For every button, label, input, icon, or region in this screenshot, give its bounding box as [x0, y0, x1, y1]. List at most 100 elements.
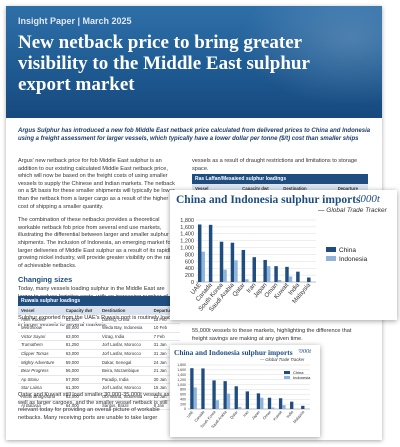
y-tick-label: 600	[185, 259, 194, 265]
y-tick-label: 400	[185, 266, 194, 272]
y-tick-label: 1,000	[180, 245, 194, 251]
table-header: Destination	[98, 306, 151, 316]
legend-swatch	[326, 256, 336, 261]
body-paragraph: vessels as a result of draught restricti…	[192, 158, 358, 172]
table-row: Aman Bhagshana 63,000 Obi Island, Indonesi…	[18, 392, 180, 402]
table-cell: Clipper Tomas	[18, 349, 63, 359]
x-tick-label: Oman	[262, 410, 272, 420]
table-cell: Aman Bhagshana	[18, 392, 63, 402]
table-header: Vessel	[18, 306, 63, 316]
legend-label: China	[293, 370, 304, 375]
y-tick-label: 0	[191, 280, 194, 286]
bar-indonesia	[288, 276, 293, 282]
table-cell: Dakar, Senegal	[98, 357, 151, 367]
table-cell: Victor Sayari	[18, 332, 63, 342]
table-cell: 31 Jan	[150, 349, 180, 359]
chart-unit: '000t	[358, 193, 380, 205]
table-cell: 57,000	[62, 375, 99, 385]
bar-indonesia	[271, 407, 275, 409]
y-tick-label: 600	[180, 393, 186, 397]
chart-source: — Global Trade Tracker	[318, 207, 387, 214]
bar-china	[230, 242, 235, 282]
y-tick-label: 800	[180, 388, 186, 392]
bar-indonesia	[223, 269, 227, 282]
table-cell: 81,250	[62, 340, 99, 350]
table-cell: 15 Jan	[150, 383, 180, 393]
bar-china	[278, 398, 283, 409]
table-cell: Star Laima	[18, 383, 63, 393]
table-cell: Ap Stonu	[18, 375, 63, 385]
section-subhead: Changing sizes	[18, 275, 73, 285]
table-cell: Dafeng, China	[98, 314, 151, 324]
table-cell: 63,000	[62, 314, 99, 324]
table-row: Victor Sayari 63,000 Vizag, India 7 Feb	[18, 332, 180, 342]
bottom-left-text: Qatar and Kuwait still load smaller 30,0…	[18, 392, 180, 428]
y-tick-label: 200	[185, 273, 194, 279]
header-banner: Insight Paper | March 2025 New netback p…	[6, 6, 382, 118]
legend-swatch	[284, 376, 290, 379]
legend-swatch	[326, 247, 336, 252]
right-column-top: vessels as a result of draught restricti…	[192, 158, 368, 179]
body-paragraph: The combination of these netbacks provid…	[18, 217, 179, 269]
y-tick-label: 200	[180, 402, 186, 406]
lede-paragraph: Argus Sulphur has introduced a new fob M…	[18, 128, 371, 143]
table-caption: Ras Laffan/Mesaieed sulphur loadings	[192, 174, 368, 185]
table-cell: 59,000	[62, 357, 99, 367]
table-header: Capacity dwt	[62, 306, 99, 316]
bar-indonesia	[234, 260, 238, 282]
table-row: Clipper Tomas 63,000 Jorf Lasfar, Morocco 3…	[18, 349, 180, 359]
bar-indonesia	[282, 405, 286, 409]
table-cell: 63,000	[62, 392, 99, 402]
table-cell: 63,000	[62, 349, 99, 359]
table-row: Metrosnow 58,000 Weda Bay, Indonesia 10 Feb	[18, 323, 180, 333]
chart-unit: '000t	[298, 348, 312, 355]
bar-indonesia	[277, 279, 282, 282]
table-cell: Obi Island, Indonesia	[98, 392, 151, 402]
bar-indonesia	[226, 393, 231, 409]
bar-indonesia	[201, 251, 205, 282]
table-cell: Metrosnow	[18, 323, 63, 333]
bar-china	[245, 391, 249, 409]
table-cell: 10 Feb	[150, 323, 180, 333]
table-cell: Santos, Brazil	[98, 400, 151, 410]
y-tick-label: 1,600	[177, 368, 186, 372]
bar-indonesia	[193, 387, 197, 409]
bar-china	[252, 257, 256, 282]
small-chart-card: China and Indonesia sulphur imports '000…	[170, 345, 320, 437]
y-tick-label: 1,400	[177, 373, 186, 377]
large-chart-svg: 02004006008001,0001,2001,4001,6001,800UA…	[180, 218, 367, 313]
table-cell: 56,000	[62, 366, 99, 376]
table-cell: 7 Feb	[150, 332, 180, 342]
table-row: Star Laima 61,300 Jorf Lasfar, Morocco 15 J…	[18, 383, 180, 393]
x-tick-label: Japan	[251, 410, 261, 421]
bar-china	[197, 224, 202, 282]
paper-kicker: Insight Paper | March 2025	[18, 16, 132, 26]
bar-china	[263, 259, 267, 282]
x-tick-label: India	[286, 409, 295, 419]
legend-label: China	[339, 247, 356, 254]
body-paragraph: 55,000t vessels to these markets, highli…	[192, 328, 352, 342]
legend-label: Indonesia	[293, 375, 311, 380]
right-column-mid: 55,000t vessels to these markets, highli…	[192, 328, 368, 349]
table-cell: Weda Bay, Indonesia	[98, 323, 151, 333]
bar-china	[307, 277, 311, 282]
y-tick-label: 1,400	[180, 232, 194, 238]
bar-china	[223, 381, 227, 409]
table-cell: Jorf Lasfar, Morocco	[98, 349, 151, 359]
table-cell: Bear Progress	[18, 366, 63, 376]
table-cell: 21 Jan	[150, 366, 180, 376]
table-cell: 61,300	[62, 383, 99, 393]
table-cell: 58,000	[62, 323, 99, 333]
bar-china	[274, 266, 278, 282]
y-tick-label: 800	[185, 252, 194, 258]
x-tick-label: Kuwait	[273, 409, 284, 421]
table-row: Tramathem 81,250 Jorf Lasfar, Morocco 31 Ja…	[18, 340, 180, 350]
y-tick-label: 1,200	[177, 378, 186, 382]
y-tick-label: 0	[184, 407, 186, 411]
bar-china	[201, 368, 205, 409]
bar-china	[219, 241, 224, 282]
bar-indonesia	[266, 266, 271, 282]
table-cell: 31 Jan	[150, 340, 180, 350]
bar-china	[290, 401, 294, 409]
